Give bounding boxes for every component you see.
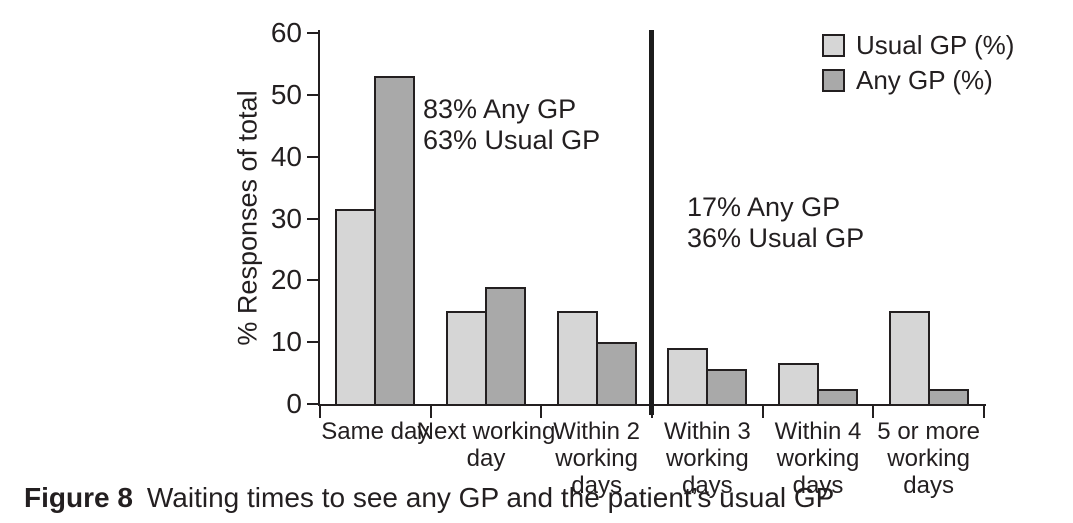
y-axis-tick-label: 40 — [270, 140, 302, 172]
x-category-label: Same day — [305, 418, 445, 445]
bar-any-gp-4 — [706, 368, 748, 406]
bar-any-gp-3 — [595, 342, 637, 406]
annotation-line: 83% Any GP — [423, 94, 577, 124]
x-category-label-line: Same day — [321, 418, 430, 445]
any-gp-swatch-icon — [822, 68, 845, 92]
x-category-label-line: 5 or more — [877, 418, 980, 445]
y-axis-line — [318, 30, 320, 406]
x-category-label: Within 4 working days — [748, 418, 888, 499]
x-category-label: 5 or more working days — [859, 418, 999, 499]
legend-label-any-gp: Any GP (%) — [856, 65, 993, 95]
y-axis-tick-label: 30 — [270, 202, 302, 234]
x-axis-tick — [872, 405, 875, 418]
annotation-line: 63% Usual GP — [423, 125, 601, 155]
bar-usual-gp-2 — [446, 311, 487, 406]
annotation-left-group: 83% Any GP 63% Usual GP — [423, 94, 600, 156]
y-axis-tick-label: 20 — [270, 264, 302, 296]
bar-any-gp-6 — [927, 388, 969, 406]
y-axis-tick — [307, 403, 318, 405]
y-axis-tick — [307, 93, 318, 96]
x-category-label: Next working day — [416, 418, 556, 472]
group-divider-line — [649, 30, 654, 415]
figure-caption-text: Waiting times to see any GP and the pati… — [146, 482, 835, 513]
legend-label-usual-gp: Usual GP (%) — [856, 30, 1015, 60]
annotation-right-group: 17% Any GP 36% Usual GP — [687, 192, 864, 254]
annotation-line: 36% Usual GP — [687, 223, 865, 253]
bar-usual-gp-1 — [335, 209, 377, 406]
y-axis-tick — [307, 217, 318, 220]
legend-item-usual-gp: Usual GP (%) — [822, 32, 1014, 58]
bar-usual-gp-6 — [888, 311, 930, 406]
x-axis-tick — [429, 405, 432, 418]
y-axis-tick — [307, 341, 318, 344]
x-category-label-line: Within 3 — [663, 418, 751, 445]
usual-gp-swatch-icon — [822, 33, 845, 57]
y-axis-tick-label: 60 — [270, 17, 302, 48]
x-category-label-line: working days — [665, 445, 749, 499]
bar-any-gp-1 — [374, 76, 416, 406]
x-category-label: Within 3 working days — [637, 418, 777, 499]
y-axis-tick-label: 50 — [270, 78, 302, 110]
x-category-label-line: working days — [555, 445, 638, 499]
legend-item-any-gp: Any GP (%) — [822, 67, 1014, 93]
figure-caption: Figure 8 Waiting times to see any GP and … — [24, 482, 834, 514]
y-axis-tick — [307, 155, 318, 158]
x-axis-tick — [540, 405, 543, 418]
x-category-label-line: Next working — [416, 418, 556, 445]
x-category-label-line: day — [466, 445, 506, 472]
x-category-label-line: working days — [887, 445, 970, 499]
y-axis-tick-label: 10 — [270, 326, 302, 358]
legend: Usual GP (%) Any GP (%) — [822, 32, 1014, 102]
x-category-label-line: working days — [776, 445, 860, 499]
bar-usual-gp-4 — [667, 348, 709, 406]
x-category-label: Within 2 working days — [527, 418, 667, 499]
bar-any-gp-2 — [485, 286, 526, 406]
y-axis-tick — [307, 279, 318, 282]
x-category-label-line: Within 4 — [774, 418, 862, 445]
x-category-label-line: Within 2 — [553, 418, 640, 445]
bar-usual-gp-5 — [778, 362, 819, 406]
x-axis-tick — [983, 405, 985, 418]
bar-any-gp-5 — [817, 388, 858, 406]
x-axis-tick — [761, 405, 764, 418]
y-axis-tick — [307, 32, 318, 34]
figure-caption-label: Figure 8 — [24, 482, 133, 513]
annotation-line: 17% Any GP — [687, 192, 841, 222]
x-axis-tick — [319, 405, 321, 418]
bar-usual-gp-3 — [556, 311, 598, 406]
y-axis-tick-label: 0 — [286, 388, 302, 419]
